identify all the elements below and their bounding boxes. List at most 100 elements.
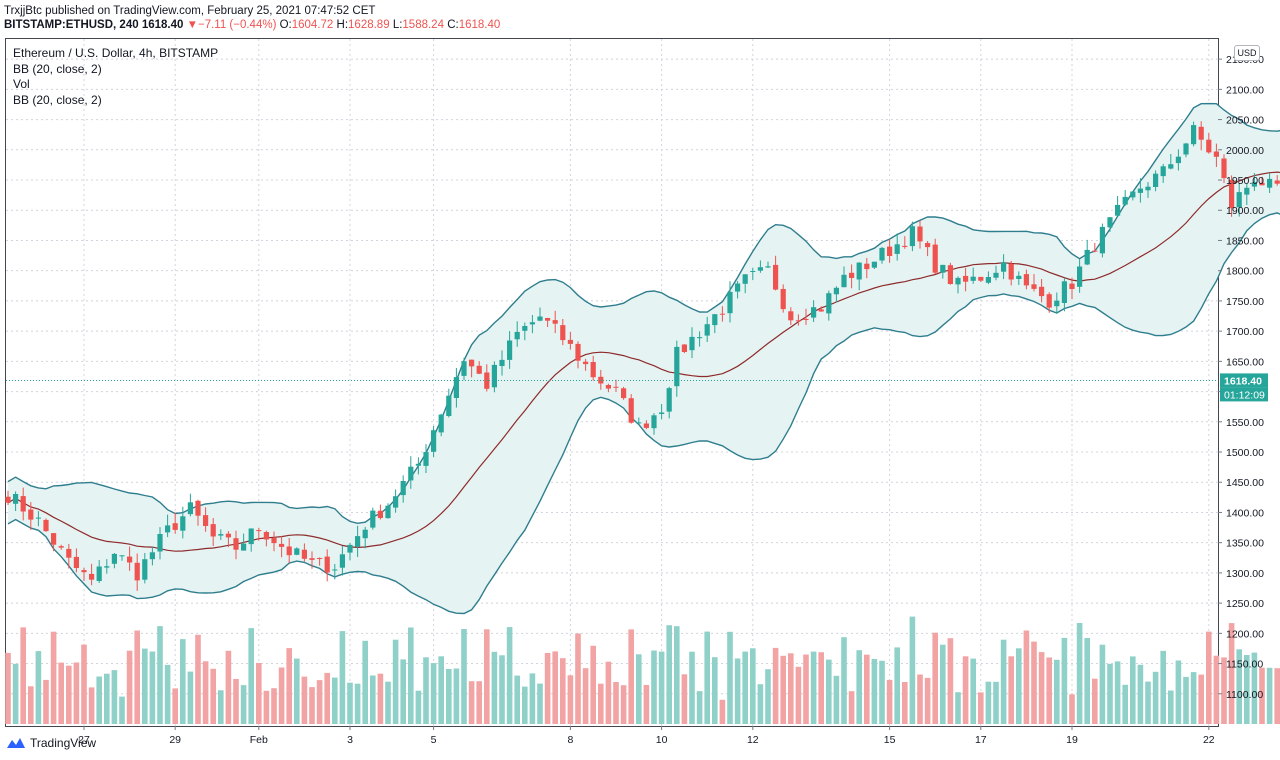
candle xyxy=(89,563,95,586)
volume-bar xyxy=(864,654,870,724)
price-tick-label: 1400.00 xyxy=(1226,508,1264,520)
candle-body xyxy=(180,516,186,531)
volume-bar xyxy=(932,632,938,724)
time-tick-label: 22 xyxy=(1203,734,1215,746)
candle xyxy=(385,503,391,519)
publisher-line: TrxjjBtc published on TradingView.com, F… xyxy=(4,5,376,17)
candle-body xyxy=(925,243,931,248)
candle xyxy=(727,281,733,323)
time-axis[interactable]: 2729Feb3581012151719222426 xyxy=(78,726,1280,746)
candle xyxy=(643,420,649,430)
volume-bar xyxy=(886,679,893,724)
candle xyxy=(1160,163,1166,183)
candle xyxy=(773,255,779,291)
candle-body xyxy=(446,395,452,416)
candle xyxy=(1099,223,1105,258)
volume-bar xyxy=(468,681,475,724)
volume-bar xyxy=(1023,630,1030,724)
candle-body xyxy=(955,277,961,285)
volume-bar xyxy=(856,650,862,724)
volume-bar xyxy=(940,644,946,724)
volume-bar xyxy=(978,692,984,724)
symbol-header: TrxjjBtc published on TradingView.com, F… xyxy=(4,4,500,32)
candle xyxy=(1213,143,1219,167)
volume-bar xyxy=(126,650,133,724)
candle xyxy=(719,306,725,322)
candle xyxy=(1107,217,1113,232)
candle xyxy=(788,307,794,325)
bollinger-lower-band xyxy=(7,212,1280,615)
candle-body xyxy=(241,543,247,551)
candle-body xyxy=(1145,186,1151,191)
candle-body xyxy=(1054,300,1060,307)
candle xyxy=(73,548,79,573)
price-change: ▼−7.11 (−0.44%) xyxy=(186,19,277,31)
price-axis[interactable]: 2150.002100.002050.002000.001950.001900.… xyxy=(1218,54,1264,701)
volume-bar xyxy=(522,686,528,724)
candle-body xyxy=(1274,180,1280,184)
candle xyxy=(735,281,741,299)
legend-bb-1[interactable]: BB (20, close, 2) xyxy=(13,61,102,76)
candle xyxy=(1023,269,1029,290)
volume-bar xyxy=(362,640,368,724)
volume-bar xyxy=(1122,684,1128,724)
currency-badge[interactable]: USD xyxy=(1234,45,1260,61)
candle xyxy=(963,268,969,292)
candle xyxy=(1046,292,1052,313)
candle-body xyxy=(385,505,391,519)
candle-body xyxy=(408,466,414,481)
volume-bar xyxy=(894,647,900,724)
candle xyxy=(408,456,414,489)
candle xyxy=(149,546,155,566)
close-label: C: xyxy=(447,19,459,31)
volume-bar xyxy=(1046,657,1052,724)
candle xyxy=(271,531,277,552)
volume-bar xyxy=(392,639,399,724)
candle xyxy=(1175,149,1181,171)
candle-body xyxy=(301,549,307,559)
candle-body xyxy=(1244,187,1250,195)
volume-bar xyxy=(1190,672,1197,724)
candle xyxy=(339,545,345,576)
price-tick-label: 1450.00 xyxy=(1226,477,1264,489)
candle xyxy=(81,567,87,581)
candle xyxy=(871,261,877,269)
candle-body xyxy=(1236,192,1242,208)
volume-bar xyxy=(50,631,57,724)
candle xyxy=(111,553,117,569)
candle xyxy=(165,514,171,538)
candle-body xyxy=(203,515,209,526)
candle-body xyxy=(1107,217,1113,228)
volume-bar xyxy=(88,687,95,724)
time-tick-label: 3 xyxy=(347,734,353,746)
candle-body xyxy=(28,509,34,520)
volume-bar xyxy=(1114,661,1121,724)
candle xyxy=(1084,239,1090,266)
candle xyxy=(195,499,201,526)
volume-bar xyxy=(1038,652,1045,724)
volume-bar xyxy=(1137,664,1144,724)
time-tick-label: 10 xyxy=(656,734,668,746)
candle xyxy=(803,308,809,325)
candle xyxy=(1069,277,1075,300)
volume-bar xyxy=(104,673,110,724)
candle xyxy=(1115,196,1121,217)
candle-body xyxy=(522,326,528,331)
volume-bar xyxy=(993,681,999,724)
volume-bar xyxy=(742,651,748,724)
volume-bar xyxy=(719,699,726,724)
legend-bb-2[interactable]: BB (20, close, 2) xyxy=(13,92,102,107)
candle-body xyxy=(788,311,794,321)
candle-body xyxy=(560,325,566,341)
volume-bar xyxy=(202,661,209,724)
candle-body xyxy=(66,548,72,558)
legend-vol[interactable]: Vol xyxy=(13,77,30,91)
candle-body xyxy=(294,548,300,555)
price-tick-label: 1800.00 xyxy=(1226,266,1264,278)
volume-bar xyxy=(780,655,786,724)
volume-bar xyxy=(210,668,216,724)
candle xyxy=(400,475,406,503)
footer-brand-label: TradingView xyxy=(30,736,97,750)
candle xyxy=(833,286,839,303)
